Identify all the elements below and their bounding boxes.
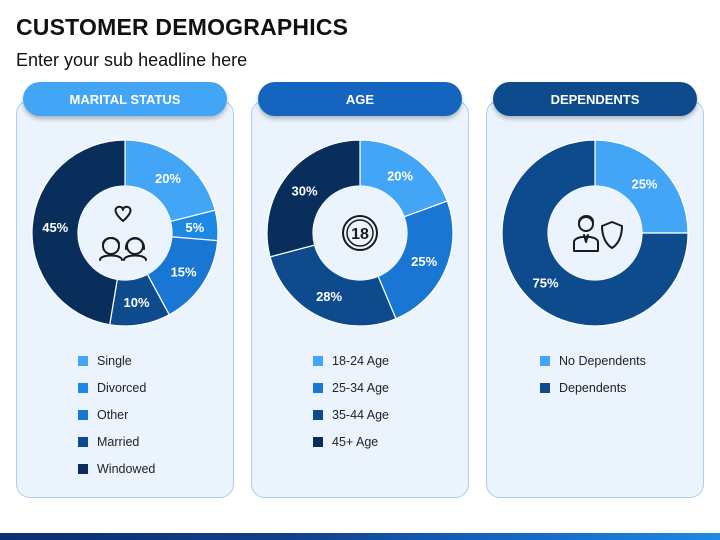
slice-label-married: 10% [124,295,150,310]
legend-label: 35-44 Age [332,407,389,422]
family-shield-icon [573,215,623,252]
legend-label: Single [97,353,132,368]
slice-label-no-dependents: 25% [631,177,657,192]
legend-swatch [540,382,550,393]
legend-label: Divorced [97,380,147,395]
legend-label: 25-34 Age [332,380,389,395]
slice-label-windowed: 45% [42,220,68,235]
legend-label: Windowed [97,461,156,476]
legend-item-35-44-age: 35-44 Age [313,401,389,428]
bottom-accent-bar [0,533,720,540]
legend-item-45-age: 45+ Age [313,428,389,455]
legend-swatch [78,463,88,474]
slice-label-dependents: 75% [532,275,558,290]
slice-label-other: 15% [171,264,197,279]
legend-item-married: Married [78,428,155,455]
marital-status-header: MARITAL STATUS [23,82,227,116]
svg-text:18: 18 [351,226,369,243]
legend-label: No Dependents [559,353,646,368]
donut-hole [548,186,642,280]
legend-item-single: Single [78,347,155,374]
age-header: AGE [258,82,462,116]
donut-hole [78,186,172,280]
legend-swatch [540,355,550,366]
slice-label-18-24-age: 20% [387,169,413,184]
legend-label: Married [97,434,140,449]
legend-swatch [313,382,323,393]
legend-label: 45+ Age [332,434,379,449]
age-legend: 18-24 Age 25-34 Age 35-44 Age 45+ Age [313,347,389,455]
dependents-legend: No Dependents Dependents [540,347,646,401]
legend-item-other: Other [78,401,155,428]
legend-swatch [78,355,88,366]
legend-swatch [78,436,88,447]
slice-label-divorced: 5% [185,220,204,235]
slice-label-single: 20% [155,171,181,186]
legend-label: 18-24 Age [332,353,389,368]
page-subtitle: Enter your sub headline here [16,50,248,70]
legend-label: Dependents [559,380,627,395]
legend-item-25-34-age: 25-34 Age [313,374,389,401]
slice-label-35-44-age: 28% [316,289,342,304]
legend-label: Other [97,407,129,422]
slice-windowed [31,139,126,326]
legend-swatch [78,409,88,420]
legend-swatch [313,436,323,447]
legend-item-divorced: Divorced [78,374,155,401]
slice-label-45-age: 30% [292,183,318,198]
legend-item-18-24-age: 18-24 Age [313,347,389,374]
marital-status-legend: Single Divorced Other Married Windowed [78,347,155,482]
age-18-icon: 18 [342,215,378,251]
couple-heart-icon [99,205,147,261]
page-title: CUSTOMER DEMOGRAPHICS [16,14,349,40]
legend-item-windowed: Windowed [78,455,155,482]
legend-swatch [78,382,88,393]
legend-swatch [313,409,323,420]
dependents-header: DEPENDENTS [493,82,697,116]
age-donut-chart: 18 20% 25% 28% 30% [266,139,454,327]
marital-status-donut-chart: 20% 5% 15% 10% 45% [31,139,219,327]
legend-item-dependents: Dependents [540,374,646,401]
legend-swatch [313,355,323,366]
dependents-donut-chart: 25% 75% [501,139,689,327]
donut-hole [313,186,407,280]
legend-item-no-dependents: No Dependents [540,347,646,374]
slice-label-25-34-age: 25% [411,254,437,269]
